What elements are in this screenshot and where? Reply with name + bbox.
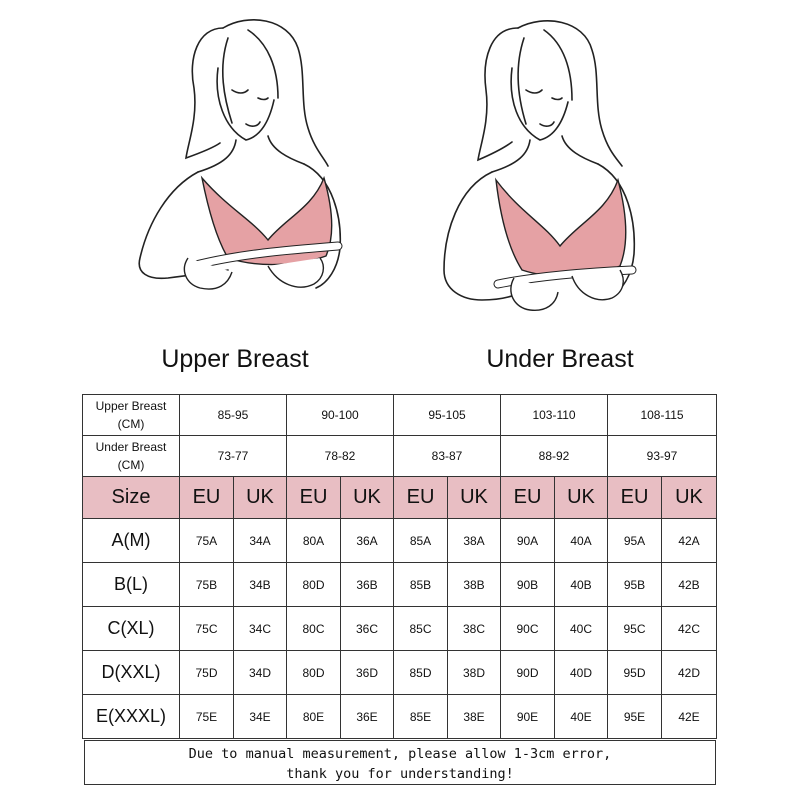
eu-size-cell: 90D bbox=[500, 650, 556, 695]
upper-breast-row: Upper Breast (CM) 85-95 90-100 95-105 10… bbox=[82, 394, 718, 436]
uk-size-cell: 36E bbox=[340, 694, 395, 739]
note-line-1: Due to manual measurement, please allow … bbox=[188, 746, 612, 762]
uk-header: UK bbox=[232, 476, 288, 519]
uk-size-cell: 34D bbox=[232, 650, 288, 695]
size-label-cell: B(L) bbox=[82, 562, 180, 607]
size-label-cell: A(M) bbox=[82, 518, 180, 563]
under-range-cell: 88-92 bbox=[500, 435, 609, 477]
uk-size-cell: 42D bbox=[661, 650, 718, 695]
note-line-2: thank you for understanding! bbox=[286, 766, 514, 782]
upper-breast-caption: Upper Breast bbox=[161, 345, 309, 373]
uk-size-cell: 34A bbox=[232, 518, 288, 563]
uk-header: UK bbox=[661, 476, 718, 519]
table-row: C(XL) 75C 34C 80C 36C 85C 38C 90C 40C 95C 42C bbox=[82, 606, 718, 651]
upper-breast-label: Upper Breast (CM) bbox=[82, 394, 180, 436]
eu-header: EU bbox=[179, 476, 234, 519]
uk-size-cell: 40C bbox=[554, 606, 609, 651]
eu-size-cell: 75E bbox=[179, 694, 234, 739]
uk-size-cell: 36D bbox=[340, 650, 395, 695]
table-row: B(L) 75B 34B 80D 36B 85B 38B 90B 40B 95B 42B bbox=[82, 562, 718, 607]
eu-size-cell: 95C bbox=[607, 606, 663, 651]
under-breast-caption: Under Breast bbox=[486, 345, 634, 373]
eu-size-cell: 80A bbox=[286, 518, 342, 563]
under-breast-illustration bbox=[418, 8, 658, 338]
uk-size-cell: 36C bbox=[340, 606, 395, 651]
table-row: A(M) 75A 34A 80A 36A 85A 38A 90A 40A 95A 42A bbox=[82, 518, 718, 563]
uk-header: UK bbox=[447, 476, 502, 519]
size-header: Size bbox=[82, 476, 180, 519]
uk-size-cell: 42B bbox=[661, 562, 718, 607]
under-range-cell: 93-97 bbox=[607, 435, 718, 477]
uk-size-cell: 38E bbox=[447, 694, 502, 739]
eu-size-cell: 90C bbox=[500, 606, 556, 651]
eu-header: EU bbox=[393, 476, 449, 519]
under-range-cell: 78-82 bbox=[286, 435, 395, 477]
eu-size-cell: 85C bbox=[393, 606, 449, 651]
eu-size-cell: 95E bbox=[607, 694, 663, 739]
upper-range-cell: 103-110 bbox=[500, 394, 609, 436]
upper-range-cell: 90-100 bbox=[286, 394, 395, 436]
measurement-note: Due to manual measurement, please allow … bbox=[84, 740, 716, 785]
size-label-cell: D(XXL) bbox=[82, 650, 180, 695]
eu-size-cell: 85E bbox=[393, 694, 449, 739]
eu-size-cell: 85A bbox=[393, 518, 449, 563]
eu-header: EU bbox=[500, 476, 556, 519]
uk-size-cell: 34E bbox=[232, 694, 288, 739]
eu-size-cell: 75C bbox=[179, 606, 234, 651]
eu-size-cell: 80E bbox=[286, 694, 342, 739]
upper-range-cell: 95-105 bbox=[393, 394, 502, 436]
eu-size-cell: 90B bbox=[500, 562, 556, 607]
under-range-cell: 83-87 bbox=[393, 435, 502, 477]
uk-size-cell: 38C bbox=[447, 606, 502, 651]
woman-measuring-under-breast-image bbox=[443, 20, 637, 311]
eu-size-cell: 80D bbox=[286, 650, 342, 695]
eu-header: EU bbox=[286, 476, 342, 519]
uk-header: UK bbox=[340, 476, 395, 519]
eu-size-cell: 75A bbox=[179, 518, 234, 563]
size-chart-table: Upper Breast (CM) 85-95 90-100 95-105 10… bbox=[82, 394, 718, 739]
under-range-cell: 73-77 bbox=[178, 435, 288, 477]
eu-size-cell: 90A bbox=[500, 518, 556, 563]
uk-size-cell: 40B bbox=[554, 562, 609, 607]
table-row: E(XXXL) 75E 34E 80E 36E 85E 38E 90E 40E 95E 42E bbox=[82, 694, 718, 739]
uk-size-cell: 34B bbox=[232, 562, 288, 607]
size-data-rows: A(M) 75A 34A 80A 36A 85A 38A 90A 40A 95A 42A B(L) 75… bbox=[82, 518, 718, 739]
bra-shape bbox=[200, 175, 333, 266]
eu-size-cell: 90E bbox=[500, 694, 556, 739]
eu-size-cell: 75D bbox=[179, 650, 234, 695]
eu-size-cell: 95B bbox=[607, 562, 663, 607]
eu-size-cell: 95D bbox=[607, 650, 663, 695]
woman-measuring-upper-breast-image bbox=[138, 19, 343, 290]
uk-header: UK bbox=[554, 476, 609, 519]
uk-size-cell: 38B bbox=[447, 562, 502, 607]
uk-size-cell: 42E bbox=[661, 694, 718, 739]
eu-size-cell: 80C bbox=[286, 606, 342, 651]
size-label-cell: E(XXXL) bbox=[82, 694, 180, 739]
uk-size-cell: 36A bbox=[340, 518, 395, 563]
under-breast-row: Under Breast (CM) 73-77 78-82 83-87 88-9… bbox=[82, 435, 718, 477]
table-row: D(XXL) 75D 34D 80D 36D 85D 38D 90D 40D 95D 42D bbox=[82, 650, 718, 695]
eu-size-cell: 95A bbox=[607, 518, 663, 563]
upper-range-cell: 85-95 bbox=[178, 394, 288, 436]
uk-size-cell: 38A bbox=[447, 518, 502, 563]
eu-header: EU bbox=[607, 476, 663, 519]
size-header-row: Size EU UK EU UK EU UK EU UK EU UK bbox=[82, 476, 718, 519]
uk-size-cell: 38D bbox=[447, 650, 502, 695]
uk-size-cell: 40D bbox=[554, 650, 609, 695]
uk-size-cell: 36B bbox=[340, 562, 395, 607]
eu-size-cell: 80D bbox=[286, 562, 342, 607]
under-breast-label: Under Breast (CM) bbox=[82, 435, 180, 477]
upper-breast-illustration bbox=[128, 8, 368, 338]
uk-size-cell: 34C bbox=[232, 606, 288, 651]
uk-size-cell: 40E bbox=[554, 694, 609, 739]
uk-size-cell: 42C bbox=[661, 606, 718, 651]
upper-range-cell: 108-115 bbox=[607, 394, 718, 436]
uk-size-cell: 40A bbox=[554, 518, 609, 563]
bra-shape bbox=[495, 177, 627, 278]
size-label-cell: C(XL) bbox=[82, 606, 180, 651]
uk-size-cell: 42A bbox=[661, 518, 718, 563]
eu-size-cell: 75B bbox=[179, 562, 234, 607]
eu-size-cell: 85D bbox=[393, 650, 449, 695]
eu-size-cell: 85B bbox=[393, 562, 449, 607]
